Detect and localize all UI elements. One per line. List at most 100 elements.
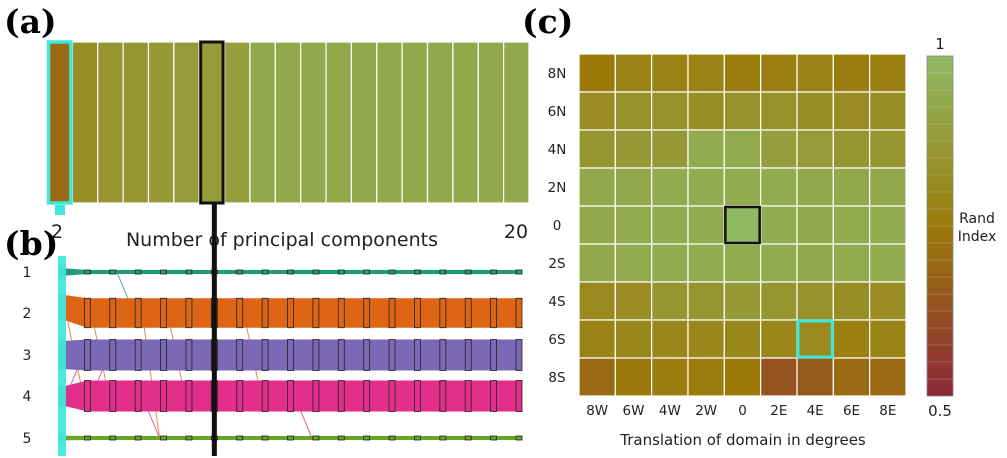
panel-b-node-5-5	[134, 435, 142, 441]
panel-c-cell-8S-8W	[578, 357, 616, 397]
panel-c-cell-8N-0	[723, 53, 762, 93]
panel-b-node-4-12	[312, 380, 320, 412]
panel-c-cell-8N-8W	[578, 53, 616, 93]
panel-b-node-3-7	[185, 339, 193, 371]
panel-c-cell-8S-6E	[832, 357, 871, 397]
panel-c-cell-4S-6E	[832, 281, 871, 321]
panel-b-cyan-highlight	[58, 256, 66, 456]
panel-b-node-3-13	[337, 339, 345, 371]
panel-b-node-1-20	[515, 269, 523, 275]
panel-a-label: (a)	[4, 2, 57, 41]
panel-b-node-5-17	[439, 435, 447, 441]
panel-b-node-1-11	[287, 269, 294, 275]
panel-c-cell-2N-8E	[869, 167, 907, 207]
panel-c-x-tick-2E: 2E	[770, 403, 787, 419]
panel-a-cell-13	[325, 41, 353, 204]
panel-b-node-1-3	[83, 269, 91, 275]
panel-a-cell-9	[223, 41, 251, 204]
panel-b-black-highlight	[211, 203, 217, 456]
panel-b-node-1-12	[312, 269, 320, 275]
panel-a-cell-14	[350, 41, 378, 204]
panel-c-cell-0-2E	[760, 205, 798, 245]
panel-c-x-tick-2W: 2W	[695, 403, 717, 419]
panel-c-cell-0-8W	[578, 205, 616, 245]
panel-a-cell-10	[249, 41, 276, 204]
panel-b-node-4-16	[414, 380, 421, 412]
panel-a-cyan-highlight	[46, 40, 73, 205]
panel-c-cell-8N-4E	[796, 53, 834, 93]
panel-c-cell-8S-4E	[796, 357, 834, 397]
colorbar-min-label: 0.5	[928, 402, 952, 420]
panel-c-cell-6S-8W	[578, 319, 616, 359]
panel-c-cell-2S-2W	[687, 243, 725, 283]
panel-b-node-5-9	[236, 435, 244, 441]
panel-a-cell-3	[71, 41, 99, 204]
panel-b-node-4-20	[515, 380, 523, 412]
panel-b-node-3-11	[287, 339, 294, 371]
panel-c-x-tick-4W: 4W	[659, 403, 681, 419]
panel-c-cell-6N-8E	[869, 91, 907, 131]
panel-b-node-3-15	[388, 339, 396, 371]
panel-c-cell-8S-0	[723, 357, 762, 397]
panel-c-cell-6S-6W	[614, 319, 653, 359]
panel-c-cell-6S-4W	[651, 319, 689, 359]
panel-b-node-3-10	[261, 339, 269, 371]
panel-c-cell-6S-2E	[760, 319, 798, 359]
panel-b-node-4-3	[83, 380, 91, 412]
panel-b-node-2-15	[388, 297, 396, 329]
panel-b-y-tick-2: 2	[23, 306, 32, 322]
panel-b-node-1-7	[185, 269, 193, 275]
panel-c-y-tick-0: 0	[553, 218, 562, 234]
panel-c-cell-8N-4W	[651, 53, 689, 93]
panel-b-node-5-11	[287, 435, 294, 441]
panel-b-node-2-6	[160, 297, 167, 329]
panel-c-cell-2S-0	[723, 243, 762, 283]
panel-c-cell-2S-4W	[651, 243, 689, 283]
panel-c-cell-6S-4E	[796, 319, 834, 359]
panel-a-cell-12	[300, 41, 327, 204]
panel-b-node-5-20	[515, 435, 523, 441]
panel-b-y-tick-4: 4	[23, 389, 32, 405]
panel-b-node-2-14	[363, 297, 371, 329]
panel-b-node-1-17	[439, 269, 447, 275]
panel-b-node-2-9	[236, 297, 244, 329]
panel-a-cell-16	[401, 41, 429, 204]
panel-a-cyan-tick	[55, 205, 65, 215]
panel-b-y-tick-5: 5	[23, 431, 32, 447]
panel-a-cell-2	[46, 41, 73, 204]
panel-a-x-ticks: 2 20	[51, 221, 528, 243]
panel-c-cell-6N-8W	[578, 91, 616, 131]
panel-b-node-1-19	[490, 269, 498, 275]
panel-b-node-2-10	[261, 297, 269, 329]
panel-c-cell-4N-8E	[869, 129, 907, 169]
panel-b-node-5-3	[83, 435, 91, 441]
panel-b-node-4-13	[337, 380, 345, 412]
panel-b-node-1-5	[134, 269, 142, 275]
panel-c-y-tick-8N: 8N	[548, 66, 567, 82]
panel-c-cell-2S-6W	[614, 243, 653, 283]
panel-c-x-tick-8E: 8E	[879, 403, 896, 419]
panel-c-cell-4N-8W	[578, 129, 616, 169]
panel-b-node-4-5	[134, 380, 142, 412]
panel-b-node-4-14	[363, 380, 371, 412]
panel-c-y-tick-6S: 6S	[548, 332, 565, 348]
panel-b-node-2-19	[490, 297, 498, 329]
panel-b-node-2-7	[185, 297, 193, 329]
panel-b-node-5-12	[312, 435, 320, 441]
panel-b-transition-5	[141, 312, 161, 439]
panel-b-node-1-14	[363, 269, 371, 275]
panel-c-y-tick-2N: 2N	[548, 180, 567, 196]
panel-c-cell-2S-8E	[869, 243, 907, 283]
panel-c-x-tick-6W: 6W	[623, 403, 645, 419]
panel-c-cell-0-8E	[869, 205, 907, 245]
panel-c-y-tick-6N: 6N	[548, 104, 567, 120]
panel-a-cell-11	[274, 41, 302, 204]
panel-c-x-tick-0: 0	[738, 403, 747, 419]
panel-b-node-5-13	[337, 435, 345, 441]
panel-c-y-tick-8S: 8S	[548, 370, 565, 386]
panel-c-cell-2S-2E	[760, 243, 798, 283]
panel-c-cell-8S-2E	[760, 357, 798, 397]
panel-c-cell-2N-6W	[614, 167, 653, 207]
panel-b-node-1-10	[261, 269, 269, 275]
panel-c-cell-2S-8W	[578, 243, 616, 283]
